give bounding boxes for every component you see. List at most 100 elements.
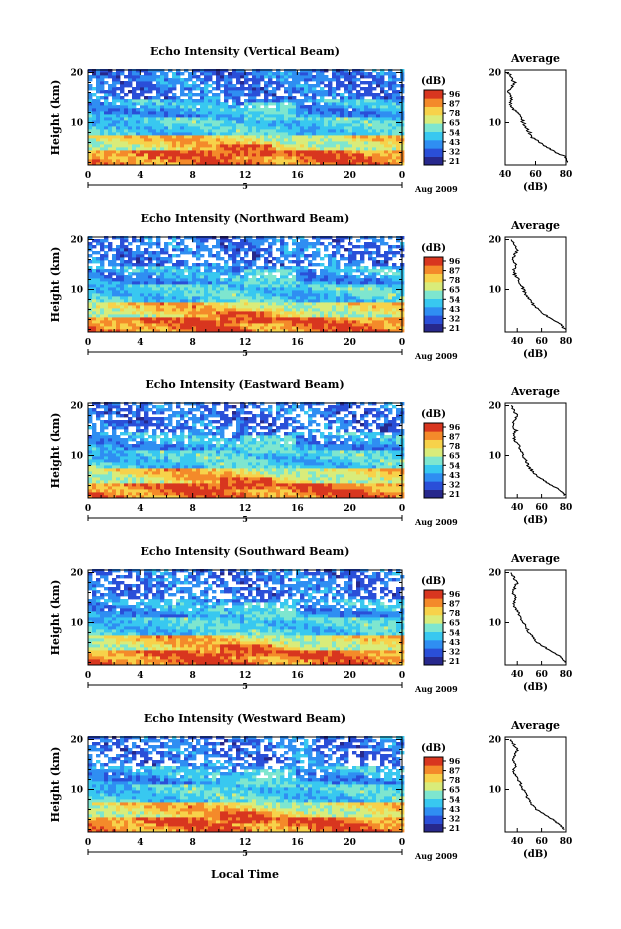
heatmap-cell bbox=[388, 123, 393, 127]
heatmap-cell bbox=[216, 281, 221, 285]
heatmap-cell bbox=[260, 254, 265, 258]
heatmap-cell bbox=[276, 302, 281, 306]
heatmap-cell bbox=[292, 278, 297, 282]
heatmap-cell bbox=[168, 69, 173, 73]
heatmap-cell bbox=[228, 132, 233, 136]
heatmap-cell bbox=[228, 489, 233, 493]
heatmap-cell bbox=[388, 311, 393, 315]
heatmap-cell bbox=[156, 159, 161, 163]
heatmap-cell bbox=[156, 153, 161, 157]
heatmap-cell bbox=[388, 69, 393, 73]
heatmap-cell bbox=[180, 290, 185, 294]
heatmap-cell bbox=[248, 239, 253, 243]
heatmap-cell bbox=[108, 129, 113, 133]
heatmap-cell bbox=[264, 93, 269, 97]
heatmap-cell bbox=[344, 135, 349, 139]
heatmap-cell bbox=[156, 138, 161, 142]
heatmap-cell bbox=[308, 323, 313, 327]
heatmap-cell bbox=[208, 96, 213, 100]
heatmap-cell bbox=[176, 120, 181, 124]
heatmap-cell bbox=[192, 284, 197, 288]
heatmap-cell bbox=[228, 84, 233, 88]
heatmap-cell bbox=[244, 123, 249, 127]
heatmap-cell bbox=[388, 72, 393, 76]
heatmap-cell bbox=[272, 257, 277, 261]
heatmap-cell bbox=[124, 281, 129, 285]
heatmap-cell bbox=[392, 489, 397, 493]
heatmap-cell bbox=[116, 93, 121, 97]
heatmap-cell bbox=[368, 111, 373, 115]
heatmap-cell bbox=[204, 287, 209, 291]
heatmap-cell bbox=[240, 69, 245, 73]
heatmap-cell bbox=[164, 132, 169, 136]
heatmap-cell bbox=[224, 263, 229, 267]
heatmap-cell bbox=[292, 254, 297, 258]
heatmap-cell bbox=[96, 120, 101, 124]
heatmap-cell bbox=[352, 120, 357, 124]
heatmap-cell bbox=[228, 293, 233, 297]
heatmap-cell bbox=[344, 96, 349, 100]
heatmap-cell bbox=[348, 293, 353, 297]
heatmap-cell bbox=[364, 269, 369, 273]
heatmap-cell bbox=[380, 320, 385, 324]
heatmap-cell bbox=[192, 108, 197, 112]
heatmap-cell bbox=[268, 311, 273, 315]
heatmap-cell bbox=[256, 156, 261, 160]
heatmap-cell bbox=[348, 323, 353, 327]
heatmap-cell bbox=[268, 138, 273, 142]
heatmap-cell bbox=[276, 248, 281, 252]
heatmap-cell bbox=[264, 108, 269, 112]
heatmap-cell bbox=[312, 102, 317, 106]
heatmap-cell bbox=[260, 323, 265, 327]
heatmap-cell bbox=[288, 132, 293, 136]
heatmap-cell bbox=[396, 317, 401, 321]
heatmap-cell bbox=[124, 260, 129, 264]
heatmap-cell bbox=[88, 492, 93, 496]
heatmap-cell bbox=[132, 87, 137, 91]
heatmap-cell bbox=[372, 69, 377, 73]
heatmap-cell bbox=[280, 135, 285, 139]
heatmap-cell bbox=[128, 281, 133, 285]
heatmap-cell bbox=[360, 87, 365, 91]
heatmap-cell bbox=[124, 162, 129, 166]
heatmap-cell bbox=[316, 492, 321, 496]
heatmap-cell bbox=[336, 162, 341, 166]
heatmap-cell bbox=[200, 147, 205, 151]
heatmap-cell bbox=[208, 254, 213, 258]
heatmap-cell bbox=[228, 254, 233, 258]
heatmap-cell bbox=[212, 299, 217, 303]
heatmap-cell bbox=[248, 326, 253, 330]
heatmap-cell bbox=[180, 272, 185, 276]
colorbar-swatch bbox=[424, 307, 443, 316]
heatmap-cell bbox=[224, 102, 229, 106]
heatmap-cell bbox=[376, 272, 381, 276]
heatmap-cell bbox=[112, 263, 117, 267]
heatmap-cell bbox=[116, 278, 121, 282]
heatmap-cell bbox=[312, 489, 317, 493]
heatmap-cell bbox=[200, 117, 205, 121]
heatmap-cell bbox=[348, 156, 353, 160]
heatmap-cell bbox=[304, 81, 309, 85]
heatmap-cell bbox=[144, 153, 149, 157]
heatmap-cell bbox=[244, 293, 249, 297]
heatmap-cell bbox=[200, 275, 205, 279]
heatmap-cell bbox=[180, 263, 185, 267]
heatmap-cell bbox=[292, 266, 297, 270]
heatmap-cell bbox=[220, 311, 225, 315]
heatmap-cell bbox=[360, 81, 365, 85]
heatmap-cell bbox=[328, 299, 333, 303]
heatmap-cell bbox=[324, 495, 329, 499]
heatmap-cell bbox=[168, 323, 173, 327]
heatmap-cell bbox=[244, 132, 249, 136]
heatmap-cell bbox=[188, 78, 193, 82]
heatmap-cell bbox=[236, 242, 241, 246]
heatmap-cell bbox=[172, 278, 177, 282]
heatmap-cell bbox=[148, 269, 153, 273]
heatmap-cell bbox=[236, 302, 241, 306]
heatmap-cell bbox=[288, 123, 293, 127]
heatmap-cell bbox=[200, 284, 205, 288]
heatmap-cell bbox=[244, 129, 249, 133]
heatmap-cell bbox=[148, 120, 153, 124]
heatmap-cell bbox=[380, 132, 385, 136]
heatmap-cell bbox=[168, 114, 173, 118]
